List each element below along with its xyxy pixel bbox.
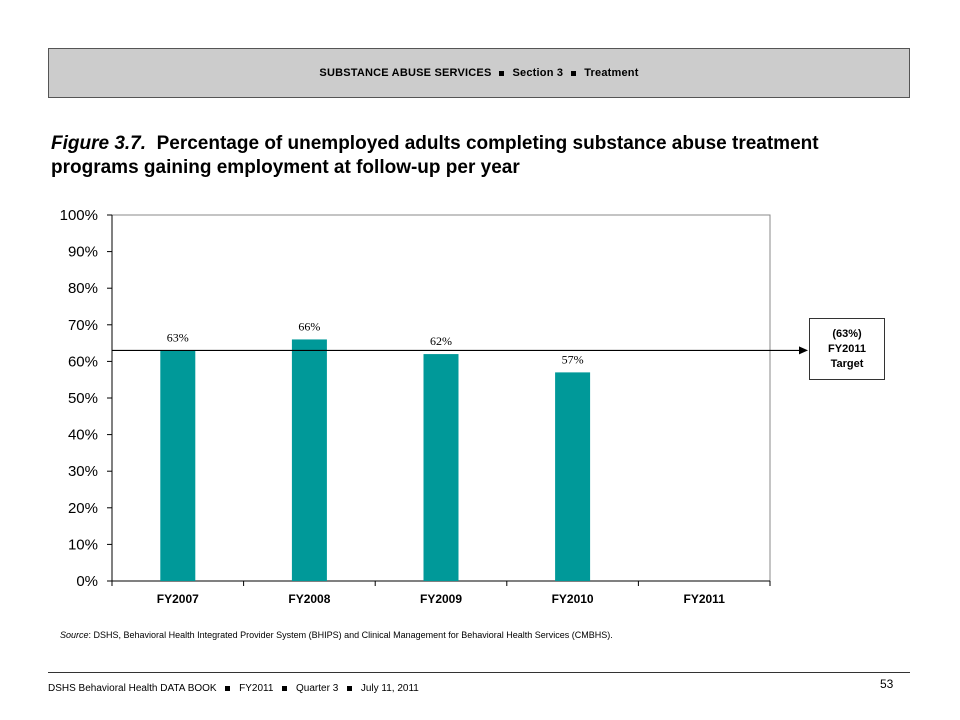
page-number: 53 — [880, 677, 894, 691]
target-arrow-icon — [799, 346, 808, 355]
target-value: (63%) — [832, 327, 862, 340]
y-tick-label: 40% — [68, 427, 98, 444]
section-topic: Treatment — [584, 67, 639, 79]
y-tick-label: 80% — [68, 280, 98, 297]
bullet-separator-icon — [347, 685, 353, 691]
footer-date: July 11, 2011 — [360, 683, 419, 694]
bar-value-label: 63% — [167, 330, 189, 344]
y-tick-label: 100% — [60, 207, 98, 224]
y-tick-label: 90% — [68, 244, 98, 261]
section-name: SUBSTANCE ABUSE SERVICES — [319, 67, 492, 79]
target-year: FY2011 — [828, 342, 866, 355]
source-note: Source: DSHS, Behavioral Health Integrat… — [60, 630, 613, 640]
bar-value-label: 57% — [562, 352, 584, 366]
bullet-separator-icon — [282, 685, 288, 691]
y-tick-label: 30% — [68, 463, 98, 480]
target-label: Target — [830, 357, 864, 370]
footer-fiscal-year: FY2011 — [239, 683, 274, 694]
bullet-separator-icon — [225, 685, 231, 691]
x-tick-label: FY2011 — [684, 592, 726, 606]
source-text: : DSHS, Behavioral Health Integrated Pro… — [88, 630, 613, 640]
section-number: Section 3 — [512, 67, 564, 79]
footer-quarter: Quarter 3 — [296, 683, 339, 694]
bullet-separator-icon — [571, 70, 577, 76]
x-tick-label: FY2007 — [157, 592, 199, 606]
footer-book: DSHS Behavioral Health DATA BOOK — [48, 683, 217, 694]
bar-value-label: 66% — [298, 319, 320, 333]
y-tick-label: 70% — [68, 317, 98, 334]
x-tick-label: FY2009 — [420, 592, 462, 606]
footer-divider — [48, 672, 910, 673]
y-tick-label: 60% — [68, 353, 98, 370]
footer: DSHS Behavioral Health DATA BOOK FY2011 … — [48, 683, 419, 694]
bar-fy2008 — [291, 339, 327, 581]
x-tick-label: FY2008 — [288, 592, 330, 606]
y-tick-label: 10% — [68, 536, 98, 553]
figure-title: Figure 3.7. Percentage of unemployed adu… — [51, 132, 871, 180]
x-tick-label: FY2010 — [552, 592, 594, 606]
section-header-banner: SUBSTANCE ABUSE SERVICES Section 3 Treat… — [48, 48, 910, 98]
y-tick-label: 0% — [76, 573, 98, 590]
source-label: Source — [60, 630, 89, 640]
bar-value-label: 62% — [430, 334, 452, 348]
y-tick-label: 50% — [68, 390, 98, 407]
figure-title-text: Percentage of unemployed adults completi… — [51, 133, 819, 178]
bar-fy2007 — [160, 350, 196, 581]
bar-fy2010 — [555, 372, 591, 581]
figure-label: Figure 3.7. — [51, 133, 147, 154]
bar-fy2009 — [423, 354, 459, 581]
y-tick-label: 20% — [68, 500, 98, 517]
bullet-separator-icon — [499, 70, 505, 76]
target-callout-box: (63%) FY2011 Target — [809, 318, 885, 380]
